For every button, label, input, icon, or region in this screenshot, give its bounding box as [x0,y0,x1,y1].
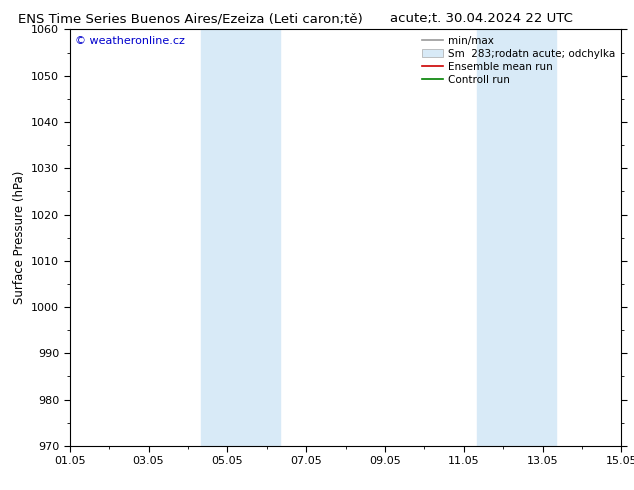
Legend: min/max, Sm  283;rodatn acute; odchylka, Ensemble mean run, Controll run: min/max, Sm 283;rodatn acute; odchylka, … [418,31,619,89]
Text: ENS Time Series Buenos Aires/Ezeiza (Leti caron;tě): ENS Time Series Buenos Aires/Ezeiza (Let… [18,12,363,25]
Text: © weatheronline.cz: © weatheronline.cz [75,36,185,46]
Text: acute;t. 30.04.2024 22 UTC: acute;t. 30.04.2024 22 UTC [391,12,573,25]
Y-axis label: Surface Pressure (hPa): Surface Pressure (hPa) [13,171,25,304]
Bar [477,29,555,446]
Bar [201,29,280,446]
